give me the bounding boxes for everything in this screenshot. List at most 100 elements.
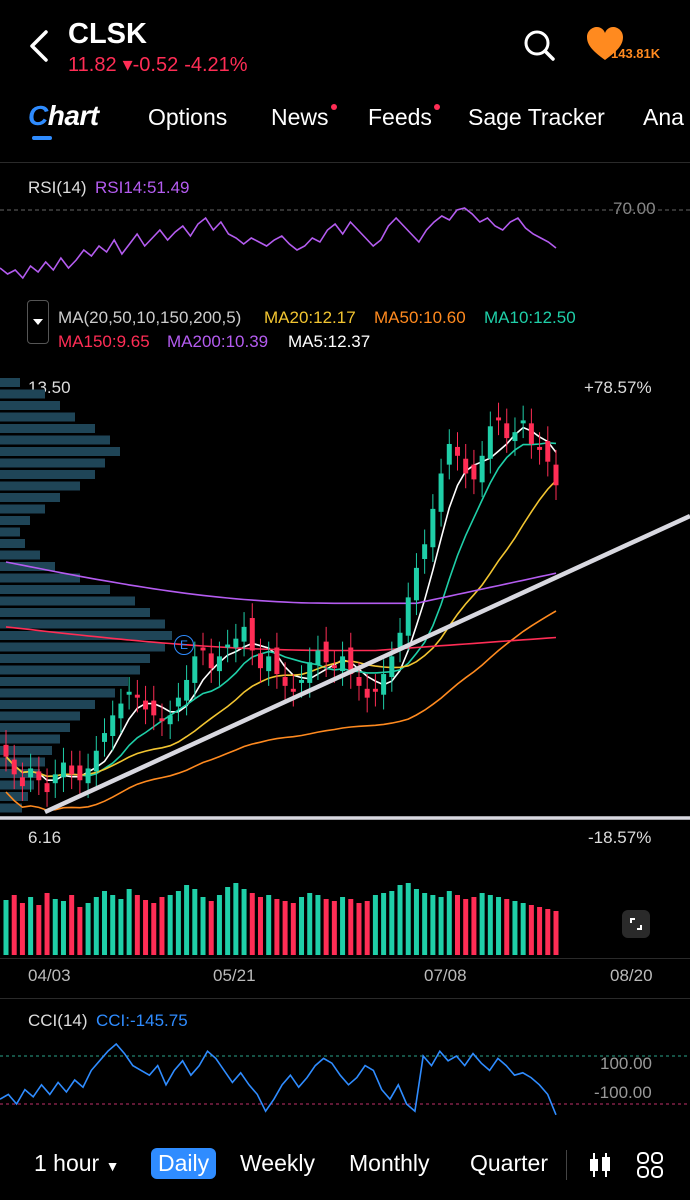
candle-body <box>315 650 321 666</box>
cci-value: CCI:-145.75 <box>96 1011 188 1030</box>
volume-profile-bar <box>0 516 30 525</box>
candle-body <box>299 679 305 683</box>
volume-profile-bar <box>0 596 135 606</box>
candle-body <box>11 759 17 775</box>
volume-profile-bar <box>0 677 128 686</box>
search-icon[interactable] <box>522 28 556 62</box>
ma150-line <box>5 626 557 652</box>
volume-bar <box>28 897 34 955</box>
volume-bar <box>3 900 9 955</box>
tab-label: News <box>271 104 329 130</box>
candle-body <box>175 697 181 707</box>
volume-bar <box>200 897 206 955</box>
rsi-title: RSI(14) <box>28 178 87 197</box>
volume-bar <box>397 885 403 955</box>
volume-bar <box>85 903 91 955</box>
volume-profile-bar <box>0 792 28 801</box>
volume-bar <box>249 893 255 955</box>
candle-body <box>364 688 370 698</box>
volume-profile-bar <box>0 803 22 813</box>
period-label: Weekly <box>240 1150 315 1176</box>
volume-profile-bar <box>0 734 60 744</box>
volume-bar <box>192 889 198 955</box>
rising-trendline <box>44 513 690 815</box>
earnings-event-marker[interactable]: E <box>174 635 194 655</box>
price-low-pct: -18.57% <box>588 828 652 847</box>
candle-body <box>151 700 157 716</box>
volume-bar <box>274 899 280 955</box>
tab-sage-tracker[interactable]: Sage Tracker <box>468 104 605 131</box>
candle-body <box>184 679 190 701</box>
candle-body <box>537 446 543 450</box>
notification-dot <box>433 104 440 110</box>
volume-profile-bar <box>0 746 52 755</box>
tab-feeds[interactable]: Feeds <box>368 104 440 131</box>
period-weekly[interactable]: Weekly <box>240 1150 315 1177</box>
expand-icon[interactable] <box>622 910 650 938</box>
watch-count: 143.81K <box>611 46 661 61</box>
volume-bar <box>487 895 493 955</box>
volume-profile-bar <box>0 585 110 594</box>
volume-profile-bar <box>0 711 80 721</box>
volume-profile-bar <box>0 412 75 422</box>
volume-bar <box>225 887 231 955</box>
candlestick-icon[interactable] <box>586 1150 614 1180</box>
candle-body <box>290 688 296 692</box>
candle-body <box>307 662 313 683</box>
volume-bar <box>340 897 346 955</box>
volume-bar <box>430 895 436 955</box>
volume-bar <box>528 905 534 955</box>
tab-analysis[interactable]: Ana <box>643 104 684 131</box>
candle-body <box>77 765 83 781</box>
ticker-symbol: CLSK <box>68 18 147 50</box>
candle-body <box>44 783 50 793</box>
volume-bar <box>479 893 485 955</box>
chart-canvas[interactable] <box>0 0 690 1140</box>
candle-body <box>241 626 247 642</box>
period-1-hour[interactable]: 1 hour ▼ <box>34 1150 119 1177</box>
candle-body <box>372 688 378 692</box>
period-daily[interactable]: Daily <box>151 1148 217 1179</box>
volume-bar <box>257 897 263 955</box>
volume-profile-bar <box>0 642 165 652</box>
ma10-line <box>5 441 557 778</box>
volume-bar <box>208 901 214 955</box>
candle-body <box>192 656 198 683</box>
volume-bar <box>134 895 140 955</box>
volume-profile-bar <box>0 665 140 675</box>
ma20-line <box>5 480 557 778</box>
candle-body <box>422 544 428 560</box>
period-quarterly[interactable]: Quarter <box>470 1150 560 1177</box>
tab-news[interactable]: News <box>271 104 337 131</box>
volume-profile-bar <box>0 723 70 732</box>
candle-body <box>348 647 354 675</box>
volume-bar <box>290 903 296 955</box>
back-arrow-icon[interactable] <box>26 28 56 64</box>
ma-title: MA(20,50,10,150,200,5) <box>58 308 242 327</box>
volume-profile-bar <box>0 470 95 479</box>
tab-options[interactable]: Options <box>148 104 227 131</box>
volume-bar <box>307 893 313 955</box>
volume-bar <box>110 895 116 955</box>
volume-bar <box>389 891 395 955</box>
candle-body <box>167 715 173 725</box>
grid-icon[interactable] <box>636 1150 664 1180</box>
candle-body <box>323 641 329 663</box>
volume-bar <box>167 895 173 955</box>
volume-bar <box>52 899 58 955</box>
notification-dot <box>330 104 337 110</box>
candle-body <box>60 762 66 778</box>
volume-bar <box>422 893 428 955</box>
candle-body <box>331 665 337 669</box>
candle-body <box>69 765 75 775</box>
volume-profile-bar <box>0 401 60 410</box>
volume-bar <box>315 895 321 955</box>
tab-chart[interactable]: Chart <box>28 100 99 140</box>
period-monthly[interactable]: Monthly <box>349 1150 430 1177</box>
cci-lower-label: -100.00 <box>594 1083 652 1102</box>
heart-icon[interactable] <box>585 26 625 62</box>
candle-body <box>216 656 222 672</box>
volume-bar <box>175 891 181 955</box>
tab-label: Feeds <box>368 104 432 130</box>
ma-legend-toggle[interactable] <box>27 300 49 344</box>
